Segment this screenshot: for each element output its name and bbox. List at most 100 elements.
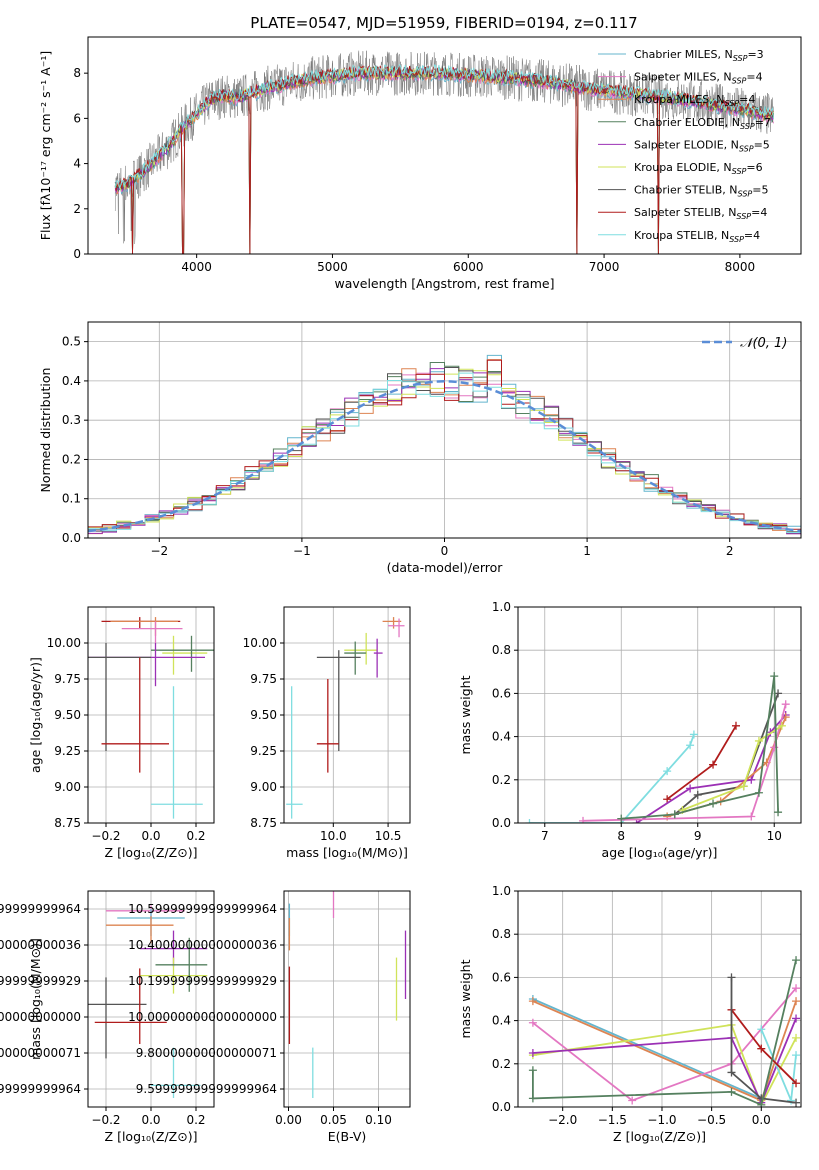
y-tick-label: 8.75 [250, 816, 277, 830]
series-marker [628, 1096, 637, 1105]
legend-label-sub: SSP [738, 190, 753, 199]
series-line [532, 1018, 797, 1105]
y-axis-label: age [log₁₀(age/yr)] [28, 657, 43, 773]
legend-label-main: Salpeter MILES, N [634, 71, 732, 84]
legend-label: Salpeter STELIB, NSSP=4 [634, 206, 767, 221]
y-axis-label: mass weight [458, 959, 473, 1038]
series-marker [747, 775, 756, 784]
x-tick-label: −2 [150, 544, 168, 558]
x-axis-label: E(B-V) [328, 1129, 367, 1144]
y-tick-label: 0 [73, 247, 81, 261]
legend-label-tail: =4 [751, 206, 767, 219]
x-tick-label: 0.0 [141, 1113, 160, 1127]
series-marker [754, 788, 763, 797]
x-tick-label: 5000 [317, 260, 348, 274]
axes-frame [517, 606, 802, 824]
legend-label-sub: SSP [739, 144, 754, 153]
y-tick-label: 10.40000000000000036 [0, 938, 81, 952]
legend-label-main: Chabrier ELODIE, N [634, 116, 740, 129]
series-marker [792, 1098, 801, 1107]
y-tick-label: 0.4 [492, 730, 511, 744]
series-marker [792, 1079, 801, 1088]
x-tick-label: 6000 [453, 260, 484, 274]
x-tick-label: 10.5 [375, 829, 402, 843]
axes-frame [87, 606, 215, 824]
legend-label: 𝒩(0, 1) [740, 336, 787, 351]
series-marker [792, 1051, 801, 1060]
y-tick-label: 10.00000000000000000 [0, 1010, 81, 1024]
legend-label-tail: =3 [747, 48, 763, 61]
x-tick-label: −1.0 [647, 1113, 676, 1127]
legend-label: Salpeter MILES, NSSP=4 [634, 71, 763, 86]
x-tick-label: 0 [441, 544, 449, 558]
y-tick-label: 10.00000000000000000 [128, 1010, 277, 1024]
panel-massweight-vs-Z: −2.0 −1.5 −1.0 −0.5 0.0 0.0 0.2 0.4 0.6 0.8 1.0 Z [… [458, 884, 802, 1144]
series-marker [528, 997, 537, 1006]
x-tick-label: 0.0 [752, 1113, 771, 1127]
series-marker [731, 721, 740, 730]
y-tick-label: 0.2 [492, 1057, 511, 1071]
x-axis-label: age [log₁₀(age/yr)] [602, 845, 718, 860]
y-axis-label: Normed distribution [38, 368, 53, 493]
legend-label-main: Chabrier MILES, N [634, 48, 733, 61]
y-tick-label: 0.0 [62, 531, 81, 545]
x-axis-label: (data-model)/error [387, 560, 504, 575]
y-tick-label: 8.75 [54, 816, 81, 830]
y-tick-label: 10.00 [243, 636, 277, 650]
series-line [532, 987, 797, 1102]
y-tick-label: 0.6 [492, 686, 511, 700]
series-marker [792, 1014, 801, 1023]
series-marker [727, 1068, 736, 1077]
y-tick-label: 10.59999999999999964 [128, 902, 277, 916]
series-line [682, 725, 783, 811]
series-marker [663, 767, 672, 776]
axes-frame [283, 606, 411, 824]
y-tick-label: 9.00 [250, 780, 277, 794]
series-marker [777, 721, 786, 730]
y-tick-label: 9.50 [250, 708, 277, 722]
x-tick-label: 8000 [725, 260, 756, 274]
y-tick-label: 0.0 [492, 816, 511, 830]
x-tick-label: 10.0 [320, 829, 347, 843]
panel-mass-vs-EBV: 0.00 0.05 0.10 9.59999999999999964 9.8000000… [128, 890, 411, 1144]
series-line [529, 734, 695, 823]
series-marker [757, 1025, 766, 1034]
y-tick-label: 0.6 [492, 970, 511, 984]
legend-label-main: Kroupa ELODIE, N [634, 161, 732, 174]
model-line [114, 68, 775, 195]
legend-label: Kroupa STELIB, NSSP=4 [634, 229, 760, 244]
series-marker [528, 1049, 537, 1057]
x-tick-label: 0.0 [141, 829, 160, 843]
series-line [582, 703, 787, 822]
series-marker [774, 808, 783, 817]
x-tick-label: 10 [767, 829, 782, 843]
legend-label-tail: =5 [752, 184, 768, 197]
x-tick-label: −0.5 [697, 1113, 726, 1127]
y-tick-label: 9.75 [54, 672, 81, 686]
series-marker [709, 760, 718, 769]
x-axis-label: Z [log₁₀(Z/Z⊙)] [613, 1129, 706, 1144]
legend-label: Chabrier STELIB, NSSP=5 [634, 184, 768, 199]
y-tick-label: 0.2 [492, 773, 511, 787]
series-marker [689, 730, 698, 739]
series-marker [632, 819, 641, 823]
series-marker [686, 784, 695, 793]
y-tick-label: 10.00 [47, 636, 81, 650]
series-marker [579, 816, 588, 823]
y-axis-label: Flux [fλ10⁻¹⁷ erg cm⁻² s⁻¹ A⁻¹] [38, 51, 53, 240]
y-tick-label: 0.4 [492, 1014, 511, 1028]
legend-label-sub: SSP [732, 167, 747, 176]
legend-label-sub: SSP [733, 54, 748, 63]
series-marker [757, 1100, 766, 1107]
plot-area [88, 354, 801, 535]
legend-label-main: Chabrier STELIB, N [634, 184, 738, 197]
series-marker [754, 736, 763, 745]
series-marker [757, 1044, 766, 1053]
legend-label-tail: =4 [744, 229, 760, 242]
panel-residuals: −2 −1 0 1 2 0.0 0.1 0.2 0.3 0.4 0.5 (data-model)/er… [38, 321, 802, 575]
series-marker [792, 984, 801, 993]
legend-label-main: Salpeter ELODIE, N [634, 138, 739, 151]
y-tick-label: 0.1 [62, 492, 81, 506]
y-tick-label: 0.4 [62, 374, 81, 388]
axes-frame [87, 321, 802, 539]
